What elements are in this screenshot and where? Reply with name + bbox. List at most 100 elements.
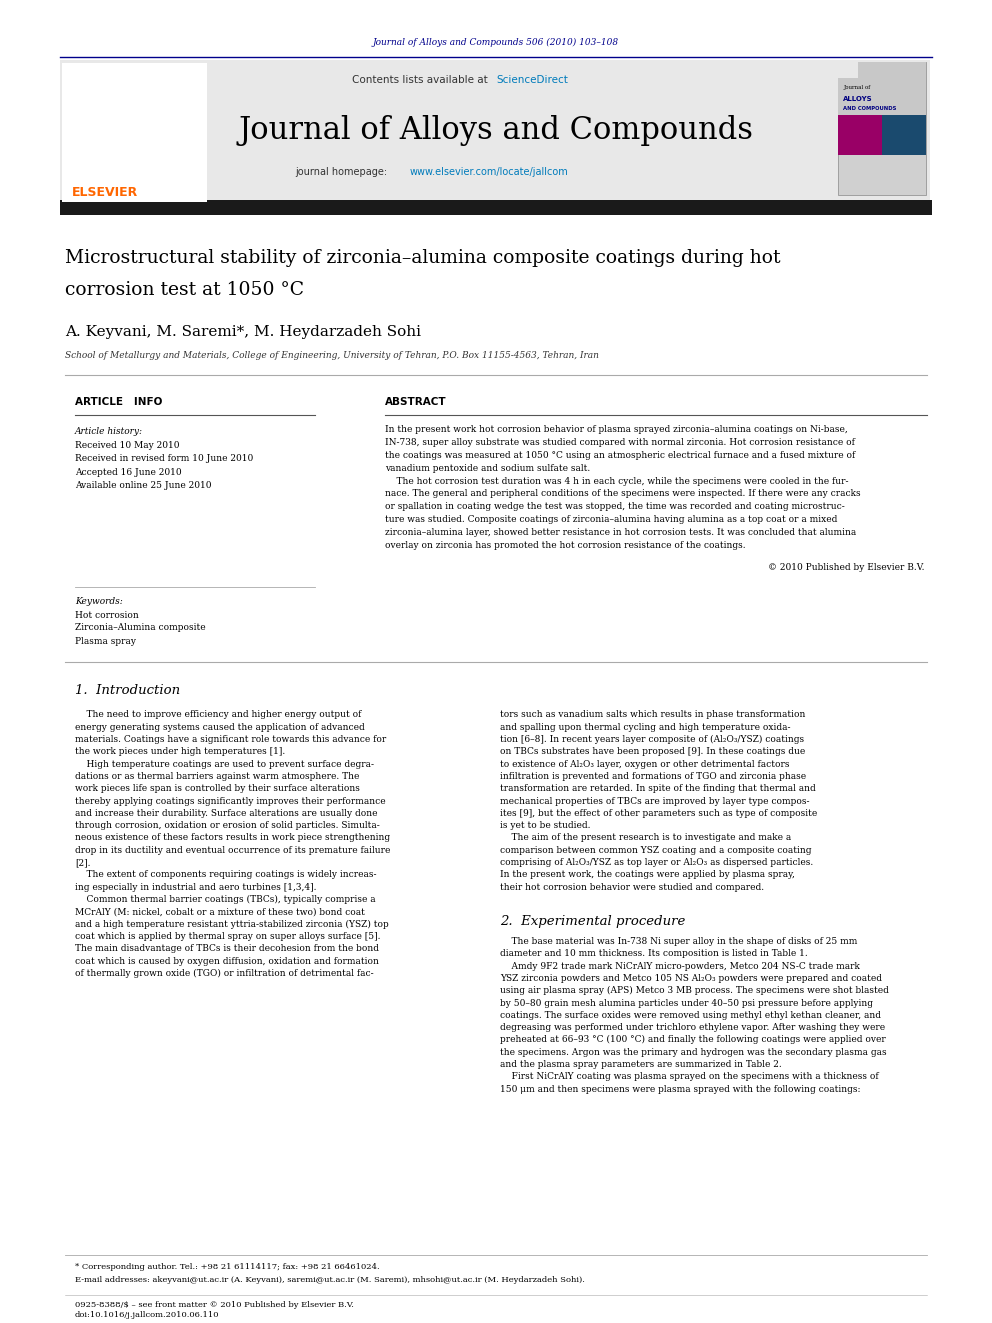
- Text: is yet to be studied.: is yet to be studied.: [500, 822, 590, 831]
- Text: Zirconia–Alumina composite: Zirconia–Alumina composite: [75, 623, 205, 632]
- Text: First NiCrAlY coating was plasma sprayed on the specimens with a thickness of: First NiCrAlY coating was plasma sprayed…: [500, 1073, 879, 1081]
- Text: drop in its ductility and eventual occurrence of its premature failure: drop in its ductility and eventual occur…: [75, 845, 391, 855]
- Text: * Corresponding author. Tel.: +98 21 61114117; fax: +98 21 66461024.: * Corresponding author. Tel.: +98 21 611…: [75, 1263, 380, 1271]
- Text: AND COMPOUNDS: AND COMPOUNDS: [843, 106, 897, 111]
- Bar: [62, 64, 207, 202]
- Text: In the present work hot corrosion behavior of plasma sprayed zirconia–alumina co: In the present work hot corrosion behavi…: [385, 426, 848, 434]
- Text: comparison between common YSZ coating and a composite coating: comparison between common YSZ coating an…: [500, 845, 811, 855]
- Text: ScienceDirect: ScienceDirect: [496, 75, 567, 85]
- Bar: [60, 60, 930, 202]
- Text: ALLOYS: ALLOYS: [843, 97, 873, 102]
- Text: ABSTRACT: ABSTRACT: [385, 397, 446, 407]
- Text: www.elsevier.com/locate/jallcom: www.elsevier.com/locate/jallcom: [410, 167, 568, 177]
- Text: 2.  Experimental procedure: 2. Experimental procedure: [500, 916, 685, 927]
- Text: © 2010 Published by Elsevier B.V.: © 2010 Published by Elsevier B.V.: [769, 564, 925, 573]
- Text: The main disadvantage of TBCs is their decohesion from the bond: The main disadvantage of TBCs is their d…: [75, 945, 379, 953]
- Bar: [838, 62, 926, 194]
- Text: Plasma spray: Plasma spray: [75, 636, 136, 646]
- Text: ARTICLE   INFO: ARTICLE INFO: [75, 397, 163, 407]
- Text: materials. Coatings have a significant role towards this advance for: materials. Coatings have a significant r…: [75, 736, 386, 744]
- Text: tors such as vanadium salts which results in phase transformation: tors such as vanadium salts which result…: [500, 710, 806, 720]
- Text: coat which is applied by thermal spray on super alloys surface [5].: coat which is applied by thermal spray o…: [75, 931, 381, 941]
- Text: to existence of Al₂O₃ layer, oxygen or other detrimental factors: to existence of Al₂O₃ layer, oxygen or o…: [500, 759, 790, 769]
- Text: nace. The general and peripheral conditions of the specimens were inspected. If : nace. The general and peripheral conditi…: [385, 490, 861, 499]
- Text: by 50–80 grain mesh alumina particles under 40–50 psi pressure before applying: by 50–80 grain mesh alumina particles un…: [500, 999, 873, 1008]
- Text: the work pieces under high temperatures [1].: the work pieces under high temperatures …: [75, 747, 286, 757]
- Text: through corrosion, oxidation or erosion of solid particles. Simulta-: through corrosion, oxidation or erosion …: [75, 822, 380, 831]
- Text: 1.  Introduction: 1. Introduction: [75, 684, 181, 696]
- Text: IN-738, super alloy substrate was studied compared with normal zirconia. Hot cor: IN-738, super alloy substrate was studie…: [385, 438, 855, 447]
- Text: dations or as thermal barriers against warm atmosphere. The: dations or as thermal barriers against w…: [75, 773, 359, 781]
- Text: comprising of Al₂O₃/YSZ as top layer or Al₂O₃ as dispersed particles.: comprising of Al₂O₃/YSZ as top layer or …: [500, 859, 813, 867]
- Text: transformation are retarded. In spite of the finding that thermal and: transformation are retarded. In spite of…: [500, 785, 815, 794]
- Text: or spallation in coating wedge the test was stopped, the time was recorded and c: or spallation in coating wedge the test …: [385, 503, 845, 511]
- Text: coatings. The surface oxides were removed using methyl ethyl kethan cleaner, and: coatings. The surface oxides were remove…: [500, 1011, 881, 1020]
- Text: Received in revised form 10 June 2010: Received in revised form 10 June 2010: [75, 455, 253, 463]
- Text: and increase their durability. Surface alterations are usually done: and increase their durability. Surface a…: [75, 808, 378, 818]
- Text: corrosion test at 1050 °C: corrosion test at 1050 °C: [65, 280, 305, 299]
- Text: neous existence of these factors results in work piece strengthening: neous existence of these factors results…: [75, 833, 390, 843]
- Text: energy generating systems caused the application of advanced: energy generating systems caused the app…: [75, 722, 365, 732]
- Text: Journal of: Journal of: [843, 86, 870, 90]
- Bar: [838, 115, 882, 155]
- Text: The aim of the present research is to investigate and make a: The aim of the present research is to in…: [500, 833, 792, 843]
- Text: diameter and 10 mm thickness. Its composition is listed in Table 1.: diameter and 10 mm thickness. Its compos…: [500, 950, 807, 958]
- Text: The hot corrosion test duration was 4 h in each cycle, while the specimens were : The hot corrosion test duration was 4 h …: [385, 476, 848, 486]
- Text: coat which is caused by oxygen diffusion, oxidation and formation: coat which is caused by oxygen diffusion…: [75, 957, 379, 966]
- Text: The base material was In-738 Ni super alloy in the shape of disks of 25 mm: The base material was In-738 Ni super al…: [500, 937, 857, 946]
- Text: Article history:: Article history:: [75, 427, 143, 437]
- Text: The extent of components requiring coatings is widely increas-: The extent of components requiring coati…: [75, 871, 377, 880]
- Text: Accepted 16 June 2010: Accepted 16 June 2010: [75, 467, 182, 476]
- Text: E-mail addresses: akeyvani@ut.ac.ir (A. Keyvani), saremi@ut.ac.ir (M. Saremi), m: E-mail addresses: akeyvani@ut.ac.ir (A. …: [75, 1275, 585, 1285]
- Text: [2].: [2].: [75, 859, 90, 867]
- Text: Journal of Alloys and Compounds 506 (2010) 103–108: Journal of Alloys and Compounds 506 (201…: [373, 37, 619, 46]
- Text: the specimens. Argon was the primary and hydrogen was the secondary plasma gas: the specimens. Argon was the primary and…: [500, 1048, 887, 1057]
- Text: Microstructural stability of zirconia–alumina composite coatings during hot: Microstructural stability of zirconia–al…: [65, 249, 781, 267]
- Text: ture was studied. Composite coatings of zirconia–alumina having alumina as a top: ture was studied. Composite coatings of …: [385, 515, 837, 524]
- Text: ing especially in industrial and aero turbines [1,3,4].: ing especially in industrial and aero tu…: [75, 882, 316, 892]
- Text: and spalling upon thermal cycling and high temperature oxida-: and spalling upon thermal cycling and hi…: [500, 722, 791, 732]
- Text: School of Metallurgy and Materials, College of Engineering, University of Tehran: School of Metallurgy and Materials, Coll…: [65, 351, 599, 360]
- Text: the coatings was measured at 1050 °C using an atmospheric electrical furnace and: the coatings was measured at 1050 °C usi…: [385, 451, 855, 460]
- Text: of thermally grown oxide (TGO) or infiltration of detrimental fac-: of thermally grown oxide (TGO) or infilt…: [75, 968, 374, 978]
- Text: and the plasma spray parameters are summarized in Table 2.: and the plasma spray parameters are summ…: [500, 1060, 782, 1069]
- Text: tion [6–8]. In recent years layer composite of (Al₂O₃/YSZ) coatings: tion [6–8]. In recent years layer compos…: [500, 736, 805, 744]
- Text: thereby applying coatings significantly improves their performance: thereby applying coatings significantly …: [75, 796, 386, 806]
- Text: Available online 25 June 2010: Available online 25 June 2010: [75, 480, 211, 490]
- Text: doi:10.1016/j.jallcom.2010.06.110: doi:10.1016/j.jallcom.2010.06.110: [75, 1311, 219, 1319]
- Text: High temperature coatings are used to prevent surface degra-: High temperature coatings are used to pr…: [75, 759, 374, 769]
- Text: ELSEVIER: ELSEVIER: [72, 187, 138, 200]
- Text: MCrAlY (M: nickel, cobalt or a mixture of these two) bond coat: MCrAlY (M: nickel, cobalt or a mixture o…: [75, 908, 365, 917]
- Text: their hot corrosion behavior were studied and compared.: their hot corrosion behavior were studie…: [500, 882, 764, 892]
- Text: Keywords:: Keywords:: [75, 598, 123, 606]
- Bar: [838, 62, 926, 115]
- Text: vanadium pentoxide and sodium sulfate salt.: vanadium pentoxide and sodium sulfate sa…: [385, 464, 590, 472]
- Text: ites [9], but the effect of other parameters such as type of composite: ites [9], but the effect of other parame…: [500, 808, 817, 818]
- Text: 150 μm and then specimens were plasma sprayed with the following coatings:: 150 μm and then specimens were plasma sp…: [500, 1085, 860, 1094]
- Text: Received 10 May 2010: Received 10 May 2010: [75, 442, 180, 451]
- Text: Common thermal barrier coatings (TBCs), typically comprise a: Common thermal barrier coatings (TBCs), …: [75, 894, 376, 904]
- Bar: [838, 62, 858, 78]
- Bar: [882, 115, 926, 155]
- Text: mechanical properties of TBCs are improved by layer type compos-: mechanical properties of TBCs are improv…: [500, 796, 809, 806]
- Text: overlay on zirconia has promoted the hot corrosion resistance of the coatings.: overlay on zirconia has promoted the hot…: [385, 541, 746, 549]
- Text: using air plasma spray (APS) Metco 3 MB process. The specimens were shot blasted: using air plasma spray (APS) Metco 3 MB …: [500, 986, 889, 995]
- Bar: [60, 201, 932, 216]
- Text: Contents lists available at: Contents lists available at: [352, 75, 491, 85]
- Text: zirconia–alumina layer, showed better resistance in hot corrosion tests. It was : zirconia–alumina layer, showed better re…: [385, 528, 856, 537]
- Text: infiltration is prevented and formations of TGO and zirconia phase: infiltration is prevented and formations…: [500, 773, 806, 781]
- Text: work pieces life span is controlled by their surface alterations: work pieces life span is controlled by t…: [75, 785, 360, 794]
- Text: YSZ zirconia powders and Metco 105 NS Al₂O₃ powders were prepared and coated: YSZ zirconia powders and Metco 105 NS Al…: [500, 974, 882, 983]
- Text: The need to improve efficiency and higher energy output of: The need to improve efficiency and highe…: [75, 710, 361, 720]
- Text: degreasing was performed under trichloro ethylene vapor. After washing they were: degreasing was performed under trichloro…: [500, 1023, 885, 1032]
- Text: 0925-8388/$ – see front matter © 2010 Published by Elsevier B.V.: 0925-8388/$ – see front matter © 2010 Pu…: [75, 1301, 354, 1308]
- Text: and a high temperature resistant yttria-stabilized zirconia (YSZ) top: and a high temperature resistant yttria-…: [75, 919, 389, 929]
- Text: Amdy 9F2 trade mark NiCrAlY micro-powders, Metco 204 NS-C trade mark: Amdy 9F2 trade mark NiCrAlY micro-powder…: [500, 962, 860, 971]
- Text: preheated at 66–93 °C (100 °C) and finally the following coatings were applied o: preheated at 66–93 °C (100 °C) and final…: [500, 1036, 886, 1044]
- Text: Hot corrosion: Hot corrosion: [75, 610, 139, 619]
- Text: A. Keyvani, M. Saremi*, M. Heydarzadeh Sohi: A. Keyvani, M. Saremi*, M. Heydarzadeh S…: [65, 325, 421, 339]
- Text: journal homepage:: journal homepage:: [295, 167, 390, 177]
- Text: on TBCs substrates have been proposed [9]. In these coatings due: on TBCs substrates have been proposed [9…: [500, 747, 806, 757]
- Text: Journal of Alloys and Compounds: Journal of Alloys and Compounds: [238, 115, 754, 146]
- Text: In the present work, the coatings were applied by plasma spray,: In the present work, the coatings were a…: [500, 871, 795, 880]
